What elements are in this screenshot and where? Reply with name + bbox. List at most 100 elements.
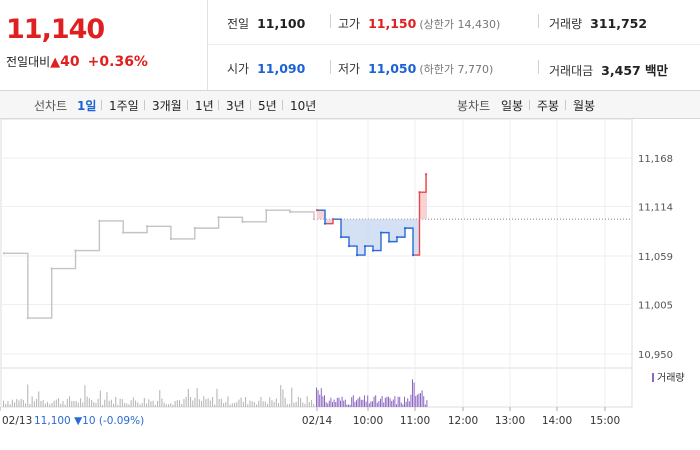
quote-header: 11,140 전일대비▲40 +0.36% 전일 11,100 고가 11,150 (상… xyxy=(0,0,700,91)
tab-3months[interactable]: 3개월 xyxy=(152,99,182,113)
volume-bar-today xyxy=(410,394,412,407)
volume-bar-prev-day xyxy=(203,396,205,407)
tab-daily-candle[interactable]: 일봉 xyxy=(501,99,524,113)
x-tick-label: 02/13 xyxy=(2,415,32,427)
volume-bar-prev-day xyxy=(40,400,42,407)
tab-3years[interactable]: 3년 xyxy=(226,99,245,113)
volume-bar-prev-day xyxy=(286,404,288,407)
volume-bar-prev-day xyxy=(42,400,44,407)
current-price: 11,140 xyxy=(6,14,105,45)
tab-weekly-candle[interactable]: 주봉 xyxy=(537,99,560,113)
data-point-today xyxy=(379,231,383,234)
divider xyxy=(330,14,331,28)
volume-bar-prev-day xyxy=(121,399,123,407)
stat-low: 저가 11,050 (하한가 7,770) xyxy=(338,61,494,76)
volume-bar-today xyxy=(378,401,380,407)
volume-bar-prev-day xyxy=(157,400,159,407)
tab-5years[interactable]: 5년 xyxy=(258,99,277,113)
volume-bar-today xyxy=(340,400,341,407)
volume-bar-prev-day xyxy=(251,401,253,407)
volume-bar-prev-day xyxy=(117,404,119,407)
data-point-prev-day xyxy=(288,210,292,214)
volume-bar-prev-day xyxy=(275,398,277,407)
volume-bar-today xyxy=(413,382,415,407)
volume-bar-prev-day xyxy=(154,404,156,407)
tab-1day[interactable]: 1일 xyxy=(77,99,97,113)
volume-bar-prev-day xyxy=(44,403,46,407)
volume-bar-today xyxy=(328,400,330,407)
area-above-ref xyxy=(426,174,427,220)
volume-bar-today xyxy=(424,404,426,407)
volume-bar-prev-day xyxy=(218,399,220,407)
volume-bar-prev-day xyxy=(216,388,218,407)
volume-bar-today xyxy=(383,402,385,407)
volume-bar-prev-day xyxy=(14,402,16,407)
series-today-segment xyxy=(413,192,421,256)
volume-bar-prev-day xyxy=(302,402,304,407)
series-today-segment xyxy=(333,218,342,238)
volume-bar-prev-day xyxy=(27,384,29,407)
volume-bar-prev-day xyxy=(148,399,150,407)
volume-bar-prev-day xyxy=(80,398,82,407)
tab-divider xyxy=(144,100,145,110)
volume-bar-prev-day xyxy=(97,398,99,407)
volume-bar-prev-day xyxy=(51,402,53,407)
data-point-today xyxy=(411,254,415,257)
area-below-ref xyxy=(413,219,420,256)
volume-bar-today xyxy=(324,395,325,407)
data-point-today xyxy=(355,254,359,257)
data-point-prev-day xyxy=(2,252,6,255)
volume-bar-prev-day xyxy=(238,399,240,407)
tab-10years[interactable]: 10년 xyxy=(290,99,317,113)
volume-bar-prev-day xyxy=(49,404,51,407)
tab-1year[interactable]: 1년 xyxy=(195,99,214,113)
x-tick-label: 13:00 xyxy=(495,415,525,427)
tab-divider xyxy=(101,100,102,110)
volume-bar-prev-day xyxy=(137,402,139,407)
stat-turnover: 거래대금 3,457 백만 xyxy=(549,63,669,78)
data-point-prev-day xyxy=(50,267,53,270)
data-point-today xyxy=(387,240,391,243)
tab-1week[interactable]: 1주일 xyxy=(109,99,139,113)
volume-bar-prev-day xyxy=(5,403,7,407)
volume-bar-prev-day xyxy=(73,401,75,407)
volume-bar-prev-day xyxy=(29,403,31,407)
volume-bar-prev-day xyxy=(205,399,207,407)
volume-bar-prev-day xyxy=(231,403,233,407)
volume-bar-today xyxy=(367,395,369,407)
y-tick-label: 11,059 xyxy=(638,252,673,263)
volume-bar-today xyxy=(415,396,417,407)
volume-bar-prev-day xyxy=(110,399,112,407)
volume-bar-prev-day xyxy=(209,400,211,407)
volume-bar-prev-day xyxy=(291,387,293,407)
volume-bar-prev-day xyxy=(159,389,161,407)
volume-bar-prev-day xyxy=(84,385,86,407)
volume-bar-prev-day xyxy=(304,403,306,407)
volume-bar-today xyxy=(418,393,420,407)
volume-bar-prev-day xyxy=(143,397,145,407)
data-point-today xyxy=(371,249,375,252)
volume-bar-prev-day xyxy=(163,402,165,407)
data-point-prev-day xyxy=(145,225,149,228)
volume-bar-today xyxy=(373,396,375,407)
volume-bar-prev-day xyxy=(119,398,121,407)
volume-bar-prev-day xyxy=(126,403,128,407)
volume-bar-prev-day xyxy=(192,400,194,407)
series-today-segment xyxy=(341,236,350,247)
area-below-ref xyxy=(373,219,381,251)
volume-bar-prev-day xyxy=(20,398,22,407)
volume-bar-prev-day xyxy=(207,398,209,407)
volume-bar-today xyxy=(356,400,357,407)
volume-bar-prev-day xyxy=(256,404,258,407)
series-prev-day-line xyxy=(4,209,315,319)
change-label: 전일대비 xyxy=(6,55,51,69)
volume-bar-prev-day xyxy=(176,400,178,407)
volume-bar-prev-day xyxy=(62,400,64,407)
data-point-prev-day xyxy=(312,217,316,221)
volume-bar-prev-day xyxy=(16,399,18,407)
volume-bar-prev-day xyxy=(194,397,196,407)
volume-bar-prev-day xyxy=(165,404,167,407)
volume-bar-prev-day xyxy=(102,404,104,407)
data-point-today xyxy=(323,222,327,225)
tab-monthly-candle[interactable]: 월봉 xyxy=(573,99,596,113)
